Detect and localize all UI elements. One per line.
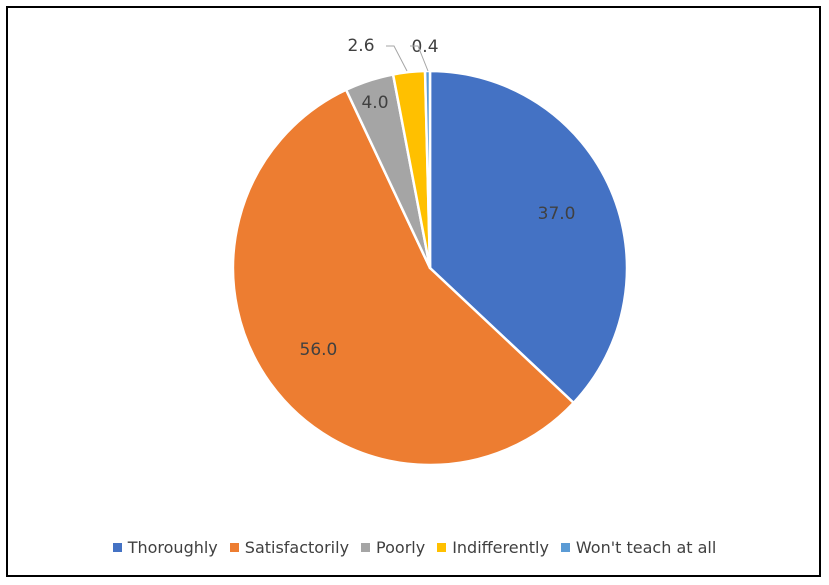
legend-item-poorly: Poorly — [361, 538, 425, 557]
legend-swatch-satisfactorily — [229, 543, 239, 552]
legend-label-thoroughly: Thoroughly — [127, 538, 218, 557]
leader-line-indifferently — [386, 45, 408, 72]
leader-line-wont-teach — [410, 45, 429, 72]
pie-slice-satisfactorily — [231, 88, 575, 467]
legend-label-satisfactorily: Satisfactorily — [244, 538, 350, 557]
pie-slice-thoroughly — [428, 69, 629, 405]
legend-swatch-poorly — [361, 543, 371, 552]
legend-swatch-indifferently — [437, 543, 447, 552]
legend-item-wont-teach: Won't teach at all — [560, 538, 717, 557]
legend-item-satisfactorily: Satisfactorily — [229, 538, 350, 557]
legend-item-thoroughly: Thoroughly — [112, 538, 218, 557]
data-label-indifferently: 2.6 — [347, 36, 374, 56]
data-label-thoroughly: 37.0 — [538, 204, 576, 224]
legend-item-indifferently: Indifferently — [437, 538, 549, 557]
legend-label-indifferently: Indifferently — [452, 538, 549, 557]
data-label-satisfactorily: 56.0 — [300, 340, 338, 360]
legend-swatch-wont-teach — [560, 543, 570, 552]
data-label-poorly: 4.0 — [361, 93, 388, 113]
legend-swatch-thoroughly — [112, 543, 122, 552]
legend-label-wont-teach: Won't teach at all — [575, 538, 717, 557]
data-label-won-t-teach-at-all: 0.4 — [411, 37, 438, 57]
legend: Thoroughly Satisfactorily Poorly Indiffe… — [0, 538, 829, 557]
legend-label-poorly: Poorly — [376, 538, 426, 557]
